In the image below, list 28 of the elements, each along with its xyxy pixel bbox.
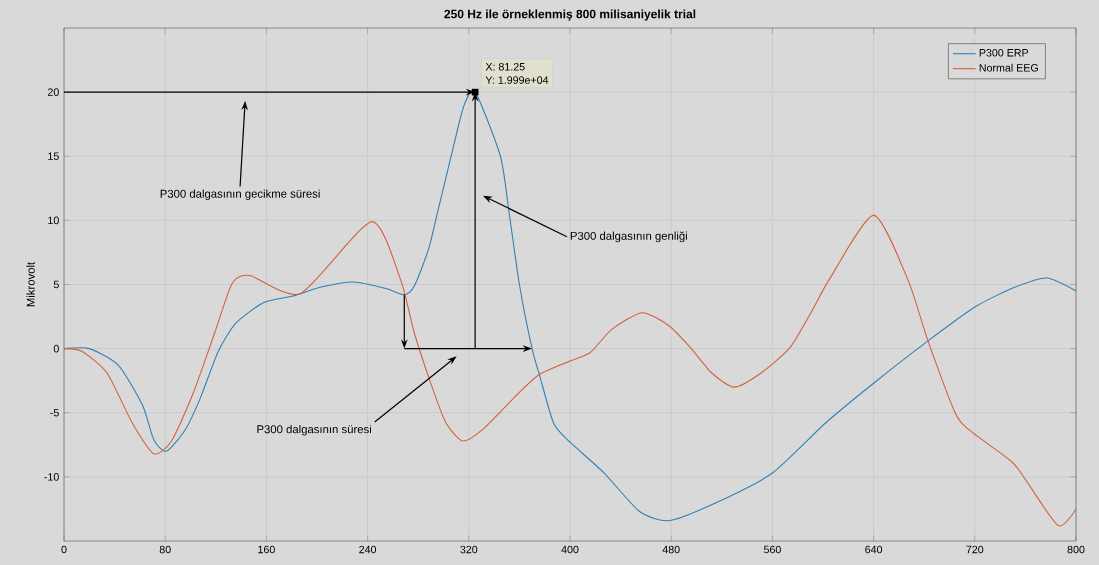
x-tick-label: 0: [61, 545, 67, 554]
x-tick-label: 800: [1067, 545, 1085, 554]
y-tick-label: -5: [50, 409, 59, 417]
legend-label: Normal EEG: [979, 63, 1038, 72]
legend-label: P300 ERP: [979, 48, 1029, 57]
annotation: P300 dalgasının süresi: [257, 424, 371, 436]
x-tick-label: 560: [763, 545, 781, 554]
x-tick-label: 720: [966, 545, 984, 554]
y-tick-label: 20: [47, 88, 59, 96]
x-tick-label: 240: [359, 545, 377, 554]
x-tick-label: 80: [159, 545, 171, 554]
line-series: [63, 214, 1077, 527]
annotation: P300 dalgasının gecikme süresi: [160, 189, 320, 200]
y-tick-label: 10: [48, 216, 59, 225]
y-tick-label: 0: [53, 344, 59, 353]
y-tick-label: -10: [44, 473, 59, 481]
y-axis-title: Mikrovolt: [26, 261, 35, 307]
x-tick-label: 640: [865, 545, 883, 554]
annotation: Y: 1.999e+04: [485, 76, 549, 84]
y-tick-label: 15: [48, 152, 59, 160]
chart-title: 250 Hz ile örneklenmiş 800 milisaniyelik trial: [444, 9, 696, 21]
annotation: X: 81.25: [485, 62, 525, 71]
y-tick-label: 5: [53, 280, 59, 289]
x-tick-label: 160: [258, 545, 275, 554]
annotation: P300 dalgasının genliği: [570, 231, 687, 243]
x-tick-label: 400: [561, 545, 579, 554]
x-tick-label: 480: [662, 545, 680, 554]
x-tick-label: 320: [460, 545, 478, 554]
